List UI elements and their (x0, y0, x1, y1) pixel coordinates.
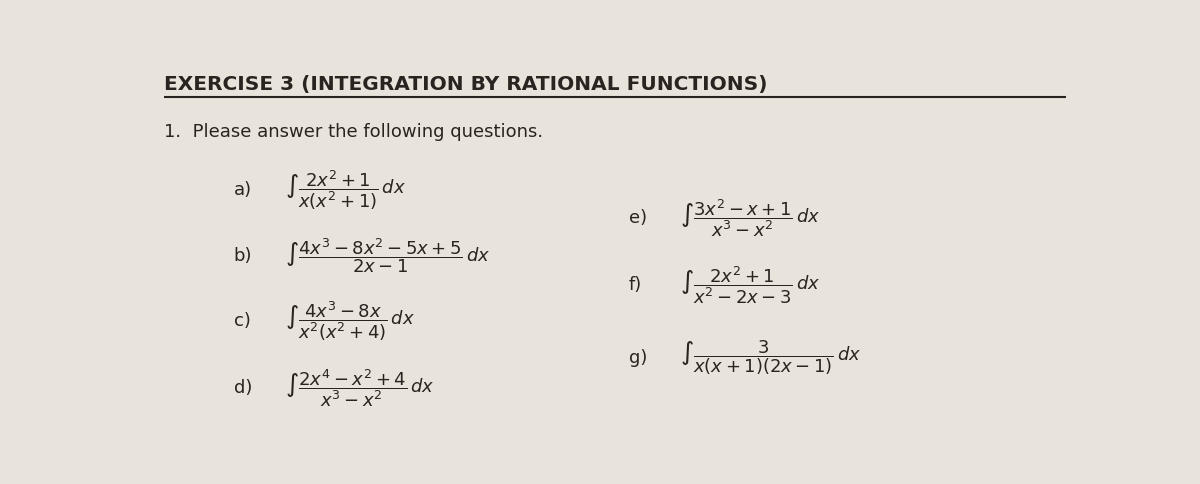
Text: $\int \dfrac{4x^3-8x}{x^2(x^2+4)}\, dx$: $\int \dfrac{4x^3-8x}{x^2(x^2+4)}\, dx$ (284, 299, 415, 343)
Text: $\int \dfrac{4x^3-8x^2-5x+5}{2x-1}\, dx$: $\int \dfrac{4x^3-8x^2-5x+5}{2x-1}\, dx$ (284, 236, 491, 275)
Text: f): f) (629, 276, 642, 294)
Text: $\int \dfrac{2x^2+1}{x^2-2x-3}\, dx$: $\int \dfrac{2x^2+1}{x^2-2x-3}\, dx$ (680, 264, 821, 306)
Text: g): g) (629, 349, 647, 367)
Text: EXERCISE 3 (INTEGRATION BY RATIONAL FUNCTIONS): EXERCISE 3 (INTEGRATION BY RATIONAL FUNC… (164, 75, 768, 94)
Text: $\int \dfrac{2x^2+1}{x(x^2+1)}\, dx$: $\int \dfrac{2x^2+1}{x(x^2+1)}\, dx$ (284, 168, 406, 212)
Text: e): e) (629, 210, 647, 227)
Text: $\int \dfrac{3}{x(x+1)(2x-1)}\, dx$: $\int \dfrac{3}{x(x+1)(2x-1)}\, dx$ (680, 339, 862, 378)
Text: c): c) (234, 312, 251, 330)
Text: $\int \dfrac{2x^4-x^2+4}{x^3-x^2}\, dx$: $\int \dfrac{2x^4-x^2+4}{x^3-x^2}\, dx$ (284, 367, 434, 409)
Text: $\int \dfrac{3x^2-x+1}{x^3-x^2}\, dx$: $\int \dfrac{3x^2-x+1}{x^3-x^2}\, dx$ (680, 197, 821, 239)
Text: b): b) (234, 247, 252, 265)
Text: d): d) (234, 379, 252, 397)
Text: a): a) (234, 182, 252, 199)
Text: 1.  Please answer the following questions.: 1. Please answer the following questions… (164, 123, 544, 141)
